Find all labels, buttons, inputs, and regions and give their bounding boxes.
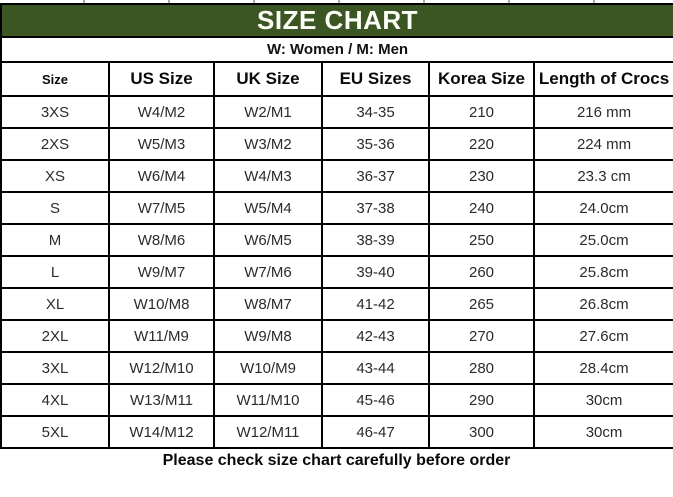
table-body: 3XS W4/M2 W2/M1 34-35 210 216 mm 2XS W5/M3 W3/M2… <box>0 95 673 449</box>
table-cell: XS <box>0 159 110 193</box>
table-cell: 2XL <box>0 319 110 353</box>
column-header-eu-sizes: EU Sizes <box>321 61 430 97</box>
table-cell: 38-39 <box>321 223 430 257</box>
table-row: 5XL W14/M12 W12/M11 46-47 300 30cm <box>0 415 673 449</box>
table-cell: 30cm <box>532 415 673 449</box>
table-cell: W4/M2 <box>108 95 215 129</box>
column-header-row: Size US Size UK Size EU Sizes Korea Size Leng… <box>0 61 673 97</box>
table-cell: 224 mm <box>532 127 673 161</box>
table-cell: 35-36 <box>321 127 430 161</box>
table-cell: W12/M10 <box>108 351 215 385</box>
table-cell: W3/M2 <box>213 127 323 161</box>
table-cell: W10/M9 <box>213 351 323 385</box>
table-cell: 41-42 <box>321 287 430 321</box>
table-row: M W8/M6 W6/M5 38-39 250 25.0cm <box>0 223 673 257</box>
table-cell: 36-37 <box>321 159 430 193</box>
table-cell: W6/M5 <box>213 223 323 257</box>
table-cell: 34-35 <box>321 95 430 129</box>
table-cell: 2XS <box>0 127 110 161</box>
table-cell: W13/M11 <box>108 383 215 417</box>
table-cell: 230 <box>428 159 535 193</box>
table-cell: 30cm <box>532 383 673 417</box>
chart-title: SIZE CHART <box>257 5 419 35</box>
table-row: S W7/M5 W5/M4 37-38 240 24.0cm <box>0 191 673 225</box>
table-cell: W11/M9 <box>108 319 215 353</box>
table-cell: 25.0cm <box>532 223 673 257</box>
table-cell: 3XL <box>0 351 110 385</box>
banner-row: SIZE CHART <box>0 3 673 38</box>
table-cell: 250 <box>428 223 535 257</box>
table-cell: W2/M1 <box>213 95 323 129</box>
table-cell: 240 <box>428 191 535 225</box>
legend-cell: W: Women / M: Men <box>0 36 673 63</box>
table-cell: 42-43 <box>321 319 430 353</box>
column-header-size: Size <box>0 61 110 97</box>
table-cell: 37-38 <box>321 191 430 225</box>
table-cell: 220 <box>428 127 535 161</box>
table-cell: L <box>0 255 110 289</box>
table-cell: M <box>0 223 110 257</box>
table-cell: 280 <box>428 351 535 385</box>
table-row: 2XL W11/M9 W9/M8 42-43 270 27.6cm <box>0 319 673 353</box>
table-cell: W5/M4 <box>213 191 323 225</box>
table-cell: W8/M6 <box>108 223 215 257</box>
table-cell: 300 <box>428 415 535 449</box>
table-cell: 26.8cm <box>532 287 673 321</box>
table-cell: 39-40 <box>321 255 430 289</box>
table-row: L W9/M7 W7/M6 39-40 260 25.8cm <box>0 255 673 289</box>
table-row: 3XS W4/M2 W2/M1 34-35 210 216 mm <box>0 95 673 129</box>
column-header-uk-size: UK Size <box>213 61 323 97</box>
table-cell: W7/M6 <box>213 255 323 289</box>
table-cell: W9/M8 <box>213 319 323 353</box>
table-cell: 265 <box>428 287 535 321</box>
table-cell: 43-44 <box>321 351 430 385</box>
table-cell: XL <box>0 287 110 321</box>
table-cell: 216 mm <box>532 95 673 129</box>
table-cell: 3XS <box>0 95 110 129</box>
table-cell: W11/M10 <box>213 383 323 417</box>
table-cell: 27.6cm <box>532 319 673 353</box>
table-cell: 23.3 cm <box>532 159 673 193</box>
table-cell: W12/M11 <box>213 415 323 449</box>
table-cell: W9/M7 <box>108 255 215 289</box>
table-cell: W7/M5 <box>108 191 215 225</box>
table-cell: 28.4cm <box>532 351 673 385</box>
table-cell: 45-46 <box>321 383 430 417</box>
size-chart-table: SIZE CHART W: Women / M: Men Size US Size… <box>0 3 673 449</box>
table-cell: W14/M12 <box>108 415 215 449</box>
table-row: 2XS W5/M3 W3/M2 35-36 220 224 mm <box>0 127 673 161</box>
table-cell: 270 <box>428 319 535 353</box>
table-cell: W8/M7 <box>213 287 323 321</box>
column-header-length-of-crocs: Length of Crocs <box>532 61 673 97</box>
top-edge-ticks <box>0 0 673 3</box>
table-row: XL W10/M8 W8/M7 41-42 265 26.8cm <box>0 287 673 321</box>
column-header-us-size: US Size <box>108 61 215 97</box>
table-cell: 260 <box>428 255 535 289</box>
column-header-korea-size: Korea Size <box>428 61 535 97</box>
table-cell: S <box>0 191 110 225</box>
table-row: 3XL W12/M10 W10/M9 43-44 280 28.4cm <box>0 351 673 385</box>
chart-title-banner: SIZE CHART <box>0 3 673 38</box>
table-cell: 210 <box>428 95 535 129</box>
table-cell: 290 <box>428 383 535 417</box>
table-cell: W4/M3 <box>213 159 323 193</box>
footer-note: Please check size chart carefully before… <box>162 452 511 469</box>
table-cell: 4XL <box>0 383 110 417</box>
legend-text: W: Women / M: Men <box>266 41 409 58</box>
table-row: 4XL W13/M11 W11/M10 45-46 290 30cm <box>0 383 673 417</box>
table-cell: 5XL <box>0 415 110 449</box>
table-cell: 46-47 <box>321 415 430 449</box>
table-cell: 24.0cm <box>532 191 673 225</box>
table-cell: W6/M4 <box>108 159 215 193</box>
table-cell: 25.8cm <box>532 255 673 289</box>
table-cell: W10/M8 <box>108 287 215 321</box>
legend-row: W: Women / M: Men <box>0 36 673 63</box>
table-cell: W5/M3 <box>108 127 215 161</box>
table-row: XS W6/M4 W4/M3 36-37 230 23.3 cm <box>0 159 673 193</box>
